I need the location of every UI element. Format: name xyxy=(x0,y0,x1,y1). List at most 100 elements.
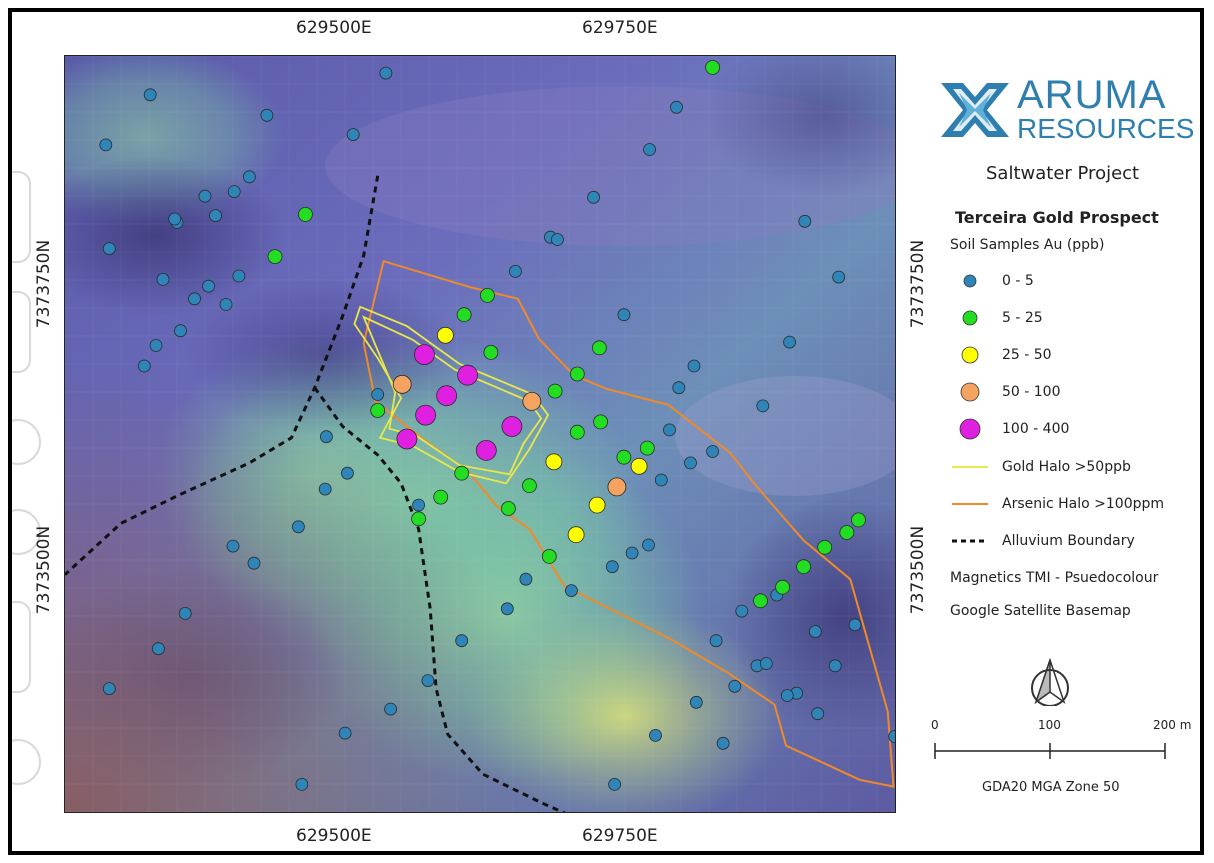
soil-sample-point xyxy=(291,520,305,534)
soil-sample-point xyxy=(521,478,537,494)
soil-sample-point xyxy=(475,439,497,461)
legend-gold-halo: Gold Halo >50ppb xyxy=(950,455,1131,479)
map-canvas[interactable] xyxy=(65,56,896,813)
soil-samples-layer xyxy=(99,59,895,791)
soil-sample-point xyxy=(639,440,655,456)
legend-subtitle: Soil Samples Au (ppb) xyxy=(950,237,1105,253)
soil-sample-point xyxy=(457,364,479,386)
soil-sample-point xyxy=(608,778,621,791)
soil-sample-point xyxy=(705,59,720,75)
soil-sample-point xyxy=(433,489,449,505)
soil-sample-point xyxy=(227,185,241,199)
soil-sample-point xyxy=(379,66,393,80)
soil-sample-point xyxy=(260,108,274,122)
soil-sample-point xyxy=(297,206,313,222)
soil-sample-point xyxy=(137,359,151,373)
soil-sample-point xyxy=(593,414,608,430)
legend-class-0: 0 - 5 xyxy=(950,269,1034,293)
soil-sample-point xyxy=(156,272,170,286)
soil-sample-point xyxy=(318,482,332,496)
soil-sample-point xyxy=(625,546,639,560)
top-easting-label-2: 629750E xyxy=(582,18,658,38)
soil-sample-point xyxy=(436,326,454,344)
soil-sample-point xyxy=(174,324,187,338)
soil-sample-point xyxy=(735,604,749,618)
soil-sample-point xyxy=(630,457,648,475)
soil-sample-point xyxy=(456,307,472,323)
soil-sample-point xyxy=(152,642,165,656)
north-arrow-icon xyxy=(1031,658,1069,706)
soil-sample-point xyxy=(198,189,212,203)
soil-sample-point xyxy=(346,128,360,141)
logo-word-resources: RESOURCES xyxy=(1017,113,1195,144)
soil-sample-point xyxy=(188,292,201,306)
soil-sample-point xyxy=(454,465,470,481)
soil-sample-point xyxy=(547,383,563,399)
soil-sample-point xyxy=(663,423,676,437)
soil-sample-point xyxy=(592,340,607,356)
legend-note-basemap: Google Satellite Basemap xyxy=(950,603,1131,619)
soil-sample-point xyxy=(479,287,495,303)
legend-class-4: 100 - 400 xyxy=(950,417,1069,441)
legend-alluvium: Alluvium Boundary xyxy=(950,529,1135,553)
legend-alluvium-label: Alluvium Boundary xyxy=(1002,533,1135,549)
legend-panel: ARUMA RESOURCES Saltwater Project Tercei… xyxy=(905,55,1195,813)
left-northing-label-2: 7373500N xyxy=(34,525,54,615)
soil-sample-point xyxy=(828,659,842,673)
soil-sample-point xyxy=(616,449,632,465)
alluvium-boundary-segment-1 xyxy=(313,386,566,812)
soil-sample-point xyxy=(649,729,662,742)
soil-sample-point xyxy=(728,679,742,693)
soil-sample-point xyxy=(319,430,333,444)
soil-sample-point xyxy=(209,209,222,223)
soil-sample-point xyxy=(888,730,895,743)
legend-note-magnetics: Magnetics TMI - Psuedocolour xyxy=(950,570,1159,586)
soil-sample-point xyxy=(550,233,564,246)
soil-sample-point xyxy=(522,391,542,411)
top-easting-label-1: 629500E xyxy=(296,18,372,38)
soil-sample-point xyxy=(588,496,606,514)
soil-sample-point xyxy=(242,170,256,184)
soil-sample-point xyxy=(413,344,435,366)
soil-sample-point xyxy=(796,559,811,575)
soil-sample-point xyxy=(371,388,385,401)
soil-sample-point xyxy=(219,298,233,311)
legend-title: Terceira Gold Prospect xyxy=(955,208,1159,227)
soil-sample-point xyxy=(687,359,701,373)
soil-sample-point xyxy=(295,778,309,791)
soil-sample-point xyxy=(168,212,182,226)
soil-sample-point xyxy=(421,674,435,687)
soil-sample-point xyxy=(775,579,790,595)
alluvium-boundary-segment-0 xyxy=(65,175,380,576)
soil-sample-point xyxy=(642,538,655,552)
soil-sample-point xyxy=(811,707,825,721)
soil-sample-point xyxy=(102,682,116,695)
legend-arsenic-halo-label: Arsenic Halo >100ppm xyxy=(1002,496,1165,512)
soil-sample-point xyxy=(149,339,163,352)
soil-sample-point xyxy=(411,511,427,527)
soil-sample-point xyxy=(569,366,585,382)
soil-sample-point xyxy=(392,374,412,394)
soil-sample-point xyxy=(670,100,683,114)
soil-sample-point xyxy=(232,269,246,283)
soil-sample-point xyxy=(587,190,600,204)
soil-sample-point xyxy=(780,689,794,702)
soil-sample-point xyxy=(684,456,697,470)
soil-sample-point xyxy=(607,477,627,497)
soil-sample-point xyxy=(483,344,499,360)
soil-sample-point xyxy=(384,702,398,716)
logo-word-aruma: ARUMA xyxy=(1017,73,1167,117)
soil-sample-point xyxy=(709,634,723,648)
soil-sample-point xyxy=(851,512,866,528)
soil-sample-point xyxy=(689,695,703,709)
soil-sample-point xyxy=(226,539,240,553)
scale-label-0: 0 xyxy=(931,718,939,732)
scale-label-100: 100 xyxy=(1038,718,1061,732)
soil-sample-point xyxy=(178,607,192,620)
soil-sample-point xyxy=(500,602,514,616)
map-panel[interactable] xyxy=(64,55,896,813)
soil-sample-point xyxy=(817,539,833,555)
legend-class-label: 100 - 400 xyxy=(1002,421,1070,437)
soil-sample-point xyxy=(143,88,157,102)
soil-sample-point xyxy=(500,501,516,516)
